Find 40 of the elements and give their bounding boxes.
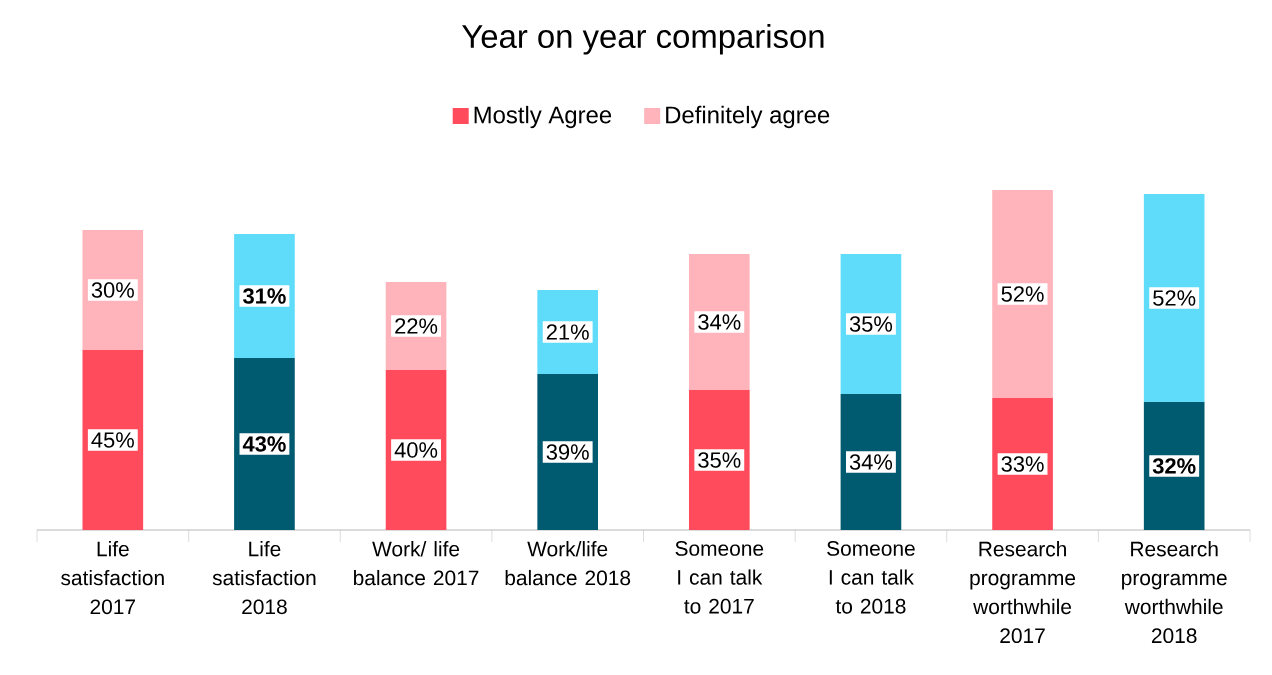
data-label: 52% bbox=[1153, 290, 1196, 306]
x-tick-label: Someone I can talk to 2018 bbox=[827, 541, 915, 614]
data-label: 52% bbox=[1001, 286, 1044, 302]
bar bbox=[688, 390, 750, 530]
bar bbox=[82, 350, 144, 530]
legend-label: Definitely agree bbox=[666, 105, 830, 129]
bar bbox=[537, 374, 599, 530]
data-label: 34% bbox=[698, 314, 741, 330]
x-tick-label: Work/ life balance 2017 bbox=[354, 541, 479, 586]
x-tick-label: Research programme worthwhile 2018 bbox=[1122, 541, 1227, 644]
data-label: 32% bbox=[1152, 458, 1196, 474]
data-label: 21% bbox=[546, 324, 589, 340]
x-tick-label: Someone I can talk to 2017 bbox=[675, 541, 764, 614]
x-tick-label: Life satisfaction 2017 bbox=[61, 541, 164, 615]
data-label: 39% bbox=[546, 444, 589, 460]
data-label: 30% bbox=[91, 282, 134, 298]
data-label: 22% bbox=[395, 318, 438, 334]
bar bbox=[992, 398, 1053, 530]
x-tick-label: Life satisfaction 2018 bbox=[212, 541, 316, 615]
legend-label: Mostly Agree bbox=[474, 105, 612, 129]
bar bbox=[1143, 402, 1205, 530]
data-label: 43% bbox=[242, 436, 286, 452]
chart-title: Year on year comparison bbox=[462, 23, 824, 55]
bar bbox=[840, 254, 902, 394]
data-label: 35% bbox=[698, 452, 741, 468]
data-label: 40% bbox=[394, 442, 438, 458]
x-tick-label: Work/life balance 2018 bbox=[505, 541, 631, 586]
data-label: 45% bbox=[91, 432, 134, 448]
bar bbox=[1143, 194, 1205, 402]
data-label: 35% bbox=[849, 316, 893, 332]
bar bbox=[992, 190, 1053, 398]
data-label: 34% bbox=[849, 454, 893, 470]
bar bbox=[840, 394, 902, 530]
x-tick-label: Research programme worthwhile 2017 bbox=[970, 541, 1076, 644]
bar bbox=[385, 370, 447, 530]
data-label: 33% bbox=[1001, 456, 1044, 472]
bar bbox=[234, 358, 295, 530]
bar bbox=[688, 254, 750, 390]
data-label: 31% bbox=[243, 288, 286, 304]
bar bbox=[234, 234, 295, 358]
